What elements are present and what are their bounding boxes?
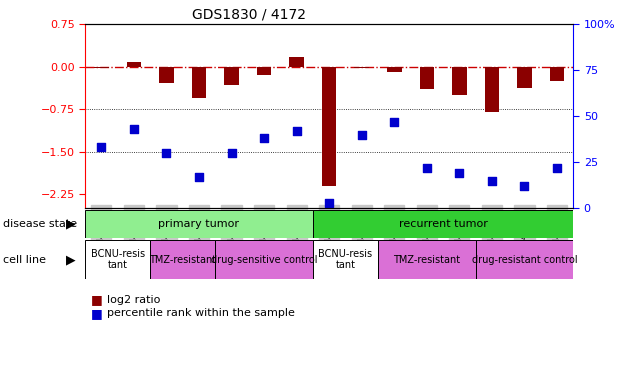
Point (292, 128, 302, 134)
Point (389, 119, 399, 125)
Bar (476, 240, 573, 279)
Point (357, 132, 367, 138)
Bar (85, 210, 313, 238)
Bar (378, 240, 476, 279)
Text: recurrent tumor: recurrent tumor (399, 219, 488, 229)
Bar (257, 67, 272, 75)
Text: TMZ-resistant: TMZ-resistant (149, 255, 216, 265)
Point (324, 200, 335, 206)
Bar (94, 67, 108, 68)
Text: cell line: cell line (3, 255, 46, 265)
Bar (355, 67, 369, 69)
Bar (313, 210, 573, 238)
Bar (85, 240, 150, 279)
Text: ■: ■ (91, 307, 103, 320)
Text: log2 ratio: log2 ratio (107, 295, 161, 305)
Text: ▶: ▶ (66, 253, 76, 266)
Point (454, 170, 464, 176)
Point (487, 178, 497, 184)
Point (194, 174, 204, 180)
Point (259, 135, 269, 141)
Text: GDS1830 / 4172: GDS1830 / 4172 (193, 8, 306, 22)
Text: primary tumor: primary tumor (159, 219, 239, 229)
Text: BCNU-resis
tant: BCNU-resis tant (318, 249, 372, 270)
Bar (420, 67, 434, 89)
Bar (224, 67, 239, 85)
Point (227, 150, 237, 156)
Bar (159, 67, 174, 82)
Text: percentile rank within the sample: percentile rank within the sample (107, 308, 295, 318)
Point (129, 126, 139, 132)
Text: drug-sensitive control: drug-sensitive control (211, 255, 318, 265)
Bar (127, 62, 141, 67)
Point (96, 144, 106, 150)
Bar (150, 240, 215, 279)
Text: BCNU-resis
tant: BCNU-resis tant (91, 249, 145, 270)
Text: ▶: ▶ (66, 217, 76, 231)
Bar (452, 67, 467, 95)
Bar (192, 67, 206, 98)
Text: TMZ-resistant: TMZ-resistant (393, 255, 461, 265)
Bar (517, 67, 532, 88)
Point (519, 183, 529, 189)
Bar (215, 240, 313, 279)
Point (161, 150, 171, 156)
Bar (313, 240, 378, 279)
Bar (550, 67, 564, 81)
Bar (322, 67, 336, 186)
Text: drug-resistant control: drug-resistant control (472, 255, 577, 265)
Point (422, 165, 432, 171)
Point (552, 165, 562, 171)
Bar (484, 67, 499, 112)
Bar (387, 67, 401, 72)
Text: ■: ■ (91, 294, 103, 306)
Bar (289, 57, 304, 67)
Text: disease state: disease state (3, 219, 77, 229)
